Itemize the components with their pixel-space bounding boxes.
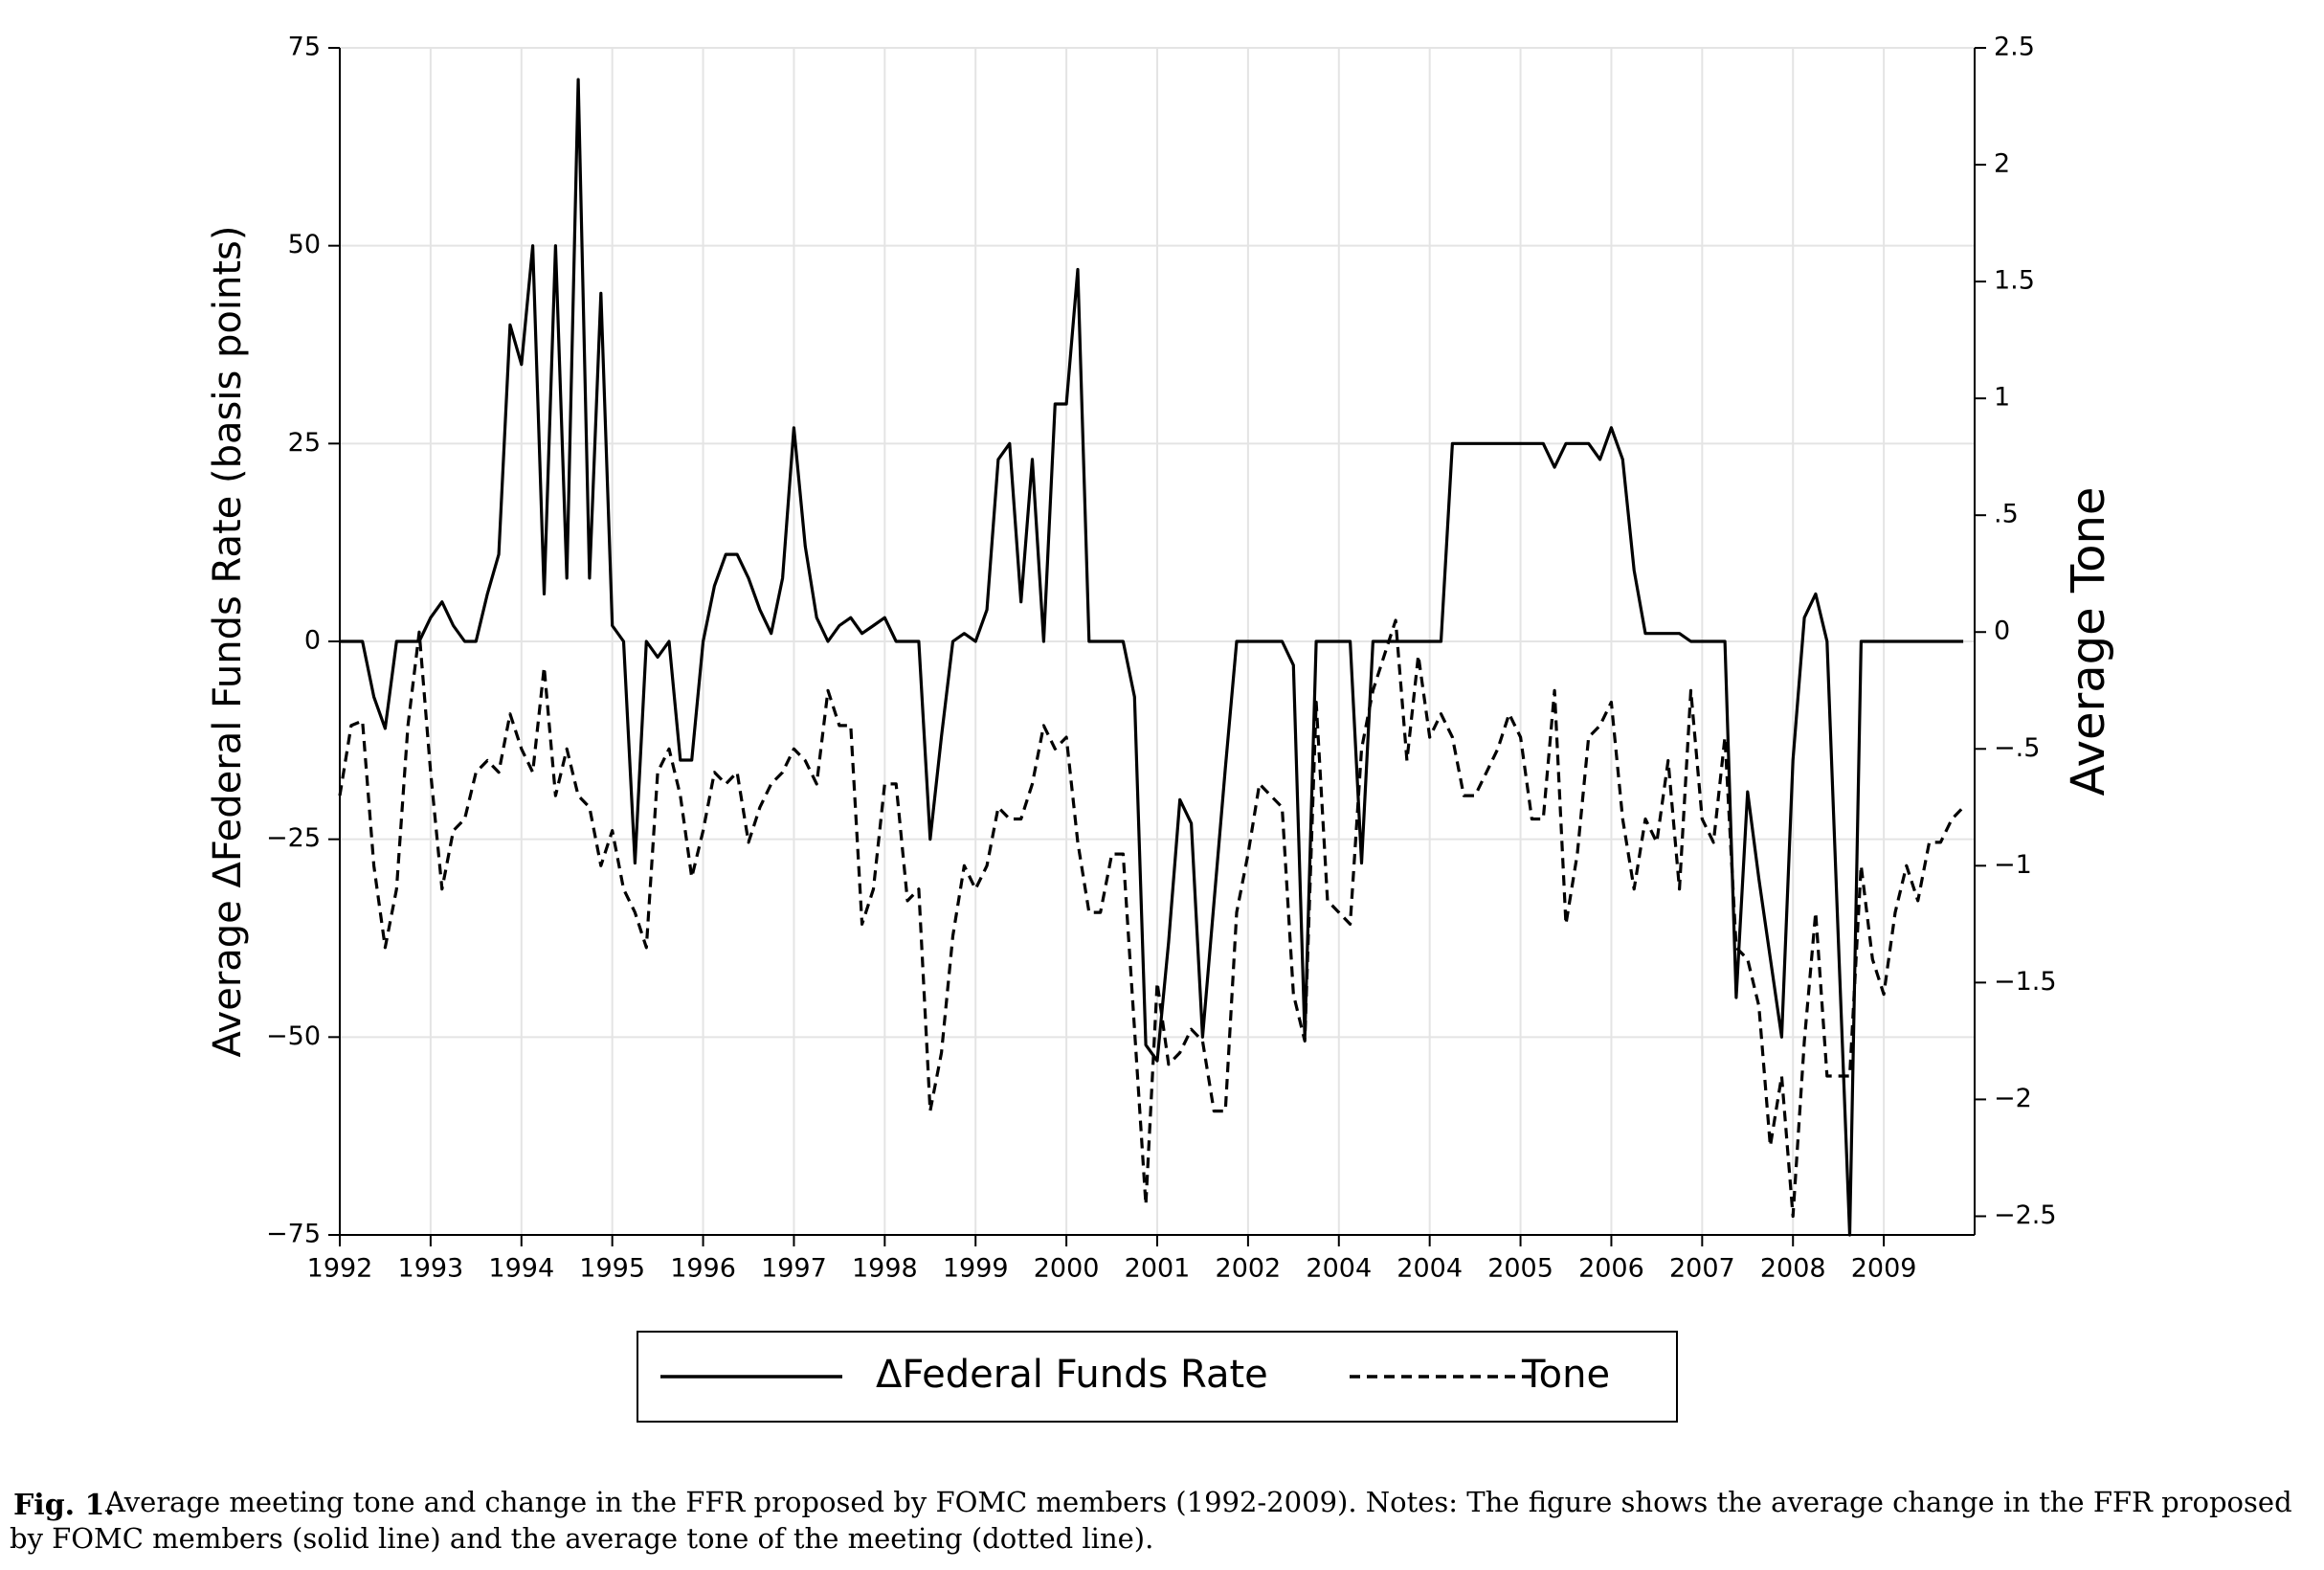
- y-tick-label: 75: [288, 33, 321, 62]
- y2-tick-label: 2: [1994, 149, 2010, 179]
- y-tick-label: 50: [288, 230, 321, 259]
- x-tick-label: 1996: [670, 1254, 736, 1284]
- x-tick-label: 1995: [579, 1254, 645, 1284]
- caption-label: Fig. 1.: [13, 1489, 115, 1522]
- y-axis-title: Average ΔFederal Funds Rate (basis point…: [206, 226, 250, 1058]
- x-tick-label: 1993: [398, 1254, 464, 1284]
- y2-axis-title: Average Tone: [2062, 487, 2115, 796]
- x-tick-label: 2005: [1487, 1254, 1553, 1284]
- x-tick-label: 2000: [1034, 1254, 1100, 1284]
- x-tick-label: 1998: [852, 1254, 918, 1284]
- y-tick-label: 0: [304, 626, 321, 656]
- y2-tick-label: 2.5: [1994, 33, 2035, 62]
- caption-text: Average meeting tone and change in the F…: [10, 1486, 2292, 1555]
- x-tick-label: 1997: [761, 1254, 827, 1284]
- series-line: [340, 78, 1964, 1237]
- x-tick-label: 1999: [943, 1254, 1009, 1284]
- x-tick-label: 2002: [1216, 1254, 1282, 1284]
- y2-tick-label: 1: [1994, 383, 2010, 413]
- y2-tick-label: 1.5: [1994, 266, 2035, 296]
- y2-tick-label: −2.5: [1994, 1200, 2057, 1230]
- legend-label: ΔFederal Funds Rate: [876, 1353, 1268, 1397]
- y2-tick-label: 0: [1994, 617, 2010, 646]
- x-tick-label: 2009: [1851, 1254, 1917, 1284]
- y2-tick-label: −.5: [1994, 733, 2040, 763]
- legend-label: Tone: [1521, 1353, 1610, 1397]
- y2-tick-label: .5: [1994, 500, 2019, 529]
- x-tick-label: 2004: [1306, 1254, 1372, 1284]
- x-tick-label: 2004: [1397, 1254, 1463, 1284]
- y-tick-label: −75: [266, 1220, 321, 1249]
- y2-tick-label: −2: [1994, 1084, 2032, 1113]
- y2-tick-label: −1: [1994, 850, 2032, 880]
- x-tick-label: 2007: [1669, 1254, 1735, 1284]
- x-tick-label: 2008: [1760, 1254, 1826, 1284]
- y-tick-label: 25: [288, 428, 321, 458]
- y2-tick-label: −1.5: [1994, 967, 2057, 997]
- x-tick-label: 2006: [1578, 1254, 1644, 1284]
- x-tick-label: 1992: [307, 1254, 373, 1284]
- x-tick-label: 1994: [488, 1254, 554, 1284]
- legend-box: [637, 1331, 1678, 1423]
- y-tick-label: −50: [266, 1021, 321, 1051]
- series-line: [338, 618, 1965, 1219]
- x-tick-label: 2001: [1125, 1254, 1191, 1284]
- caption-box: Average meeting tone and change in the F…: [10, 1486, 2292, 1555]
- y-tick-label: −25: [266, 823, 321, 853]
- caption: Fig. 1.: [13, 1489, 115, 1522]
